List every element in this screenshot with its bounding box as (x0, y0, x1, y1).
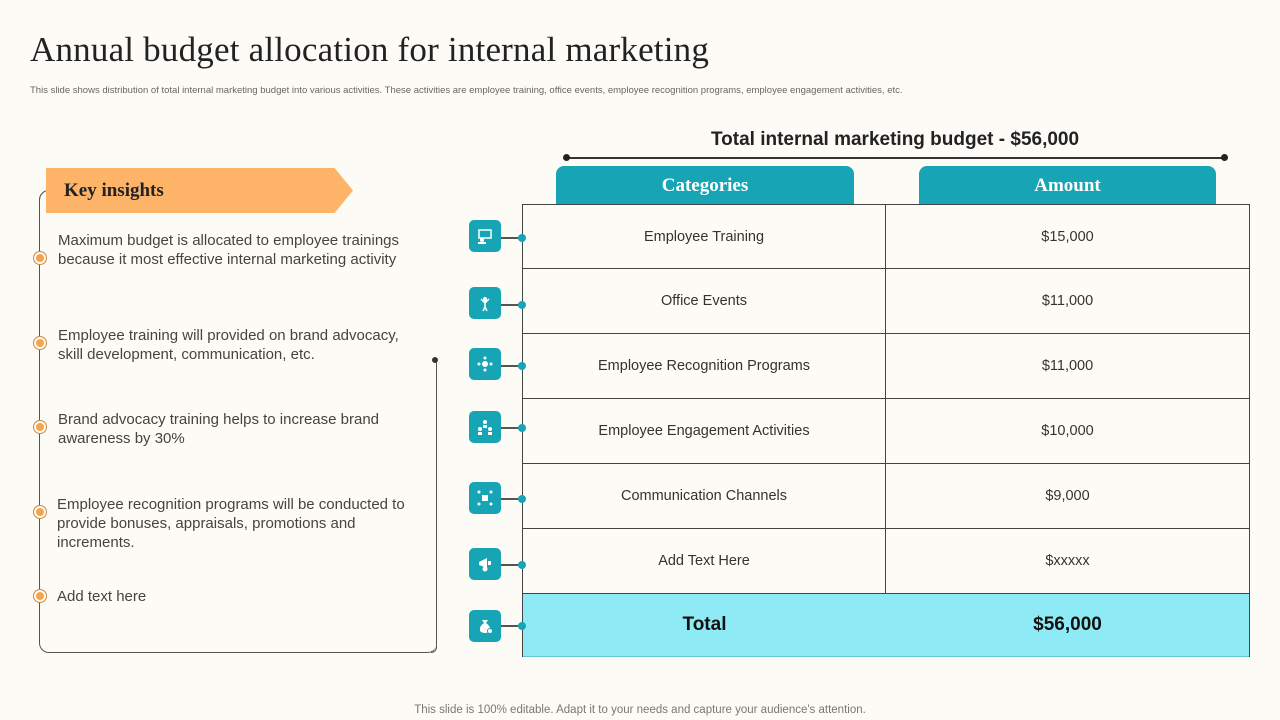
insight-bullet (34, 590, 46, 602)
insights-frame-right (431, 360, 437, 653)
amount-cell: $15,000 (1041, 228, 1094, 245)
category-cell: Employee Engagement Activities (523, 399, 886, 463)
table-row: Office Events $11,000 (523, 269, 1249, 334)
row-connector-dot (518, 362, 526, 370)
category-cell: Office Events (523, 269, 886, 333)
categories-header: Categories (556, 166, 854, 205)
money-bag-icon (469, 610, 501, 642)
table-row: Employee Recognition Programs $11,000 (523, 334, 1249, 399)
category-cell: Employee Recognition Programs (523, 334, 886, 398)
footer-note: This slide is 100% editable. Adapt it to… (414, 704, 866, 716)
row-connector-dot (518, 424, 526, 432)
recognition-icon (469, 348, 501, 380)
row-connector (501, 625, 521, 627)
insight-bullet (34, 421, 46, 433)
total-row: Total $56,000 (523, 594, 1249, 657)
insights-frame-dot (432, 357, 438, 363)
insight-item-2: Employee training will provided on brand… (58, 327, 399, 363)
table-row: Communication Channels $9,000 (523, 464, 1249, 529)
amount-cell: $9,000 (1045, 488, 1090, 504)
row-connector-dot (518, 622, 526, 630)
insight-bullet (34, 252, 46, 264)
total-amount: $56,000 (1033, 614, 1102, 635)
row-connector-dot (518, 301, 526, 309)
budget-line (566, 157, 1224, 159)
budget-table: Employee Training $15,000 Office Events … (522, 204, 1250, 657)
celebration-icon (469, 287, 501, 319)
insight-bullet (34, 506, 46, 518)
category-cell: Add Text Here (523, 529, 886, 593)
team-icon (469, 411, 501, 443)
insight-bullet (34, 337, 46, 349)
budget-title: Total internal marketing budget - $56,00… (710, 129, 1080, 150)
amount-cell: $10,000 (1041, 423, 1094, 439)
insight-item-4: Employee recognition programs will be co… (57, 496, 405, 551)
row-connector-dot (518, 234, 526, 242)
insight-item-3: Brand advocacy training helps to increas… (58, 411, 380, 447)
row-connector (501, 564, 521, 566)
total-label: Total (682, 614, 727, 635)
insight-item-5: Add text here (57, 588, 147, 605)
amount-header: Amount (919, 166, 1216, 205)
key-insights-heading: Key insights (64, 179, 164, 201)
table-row: Employee Engagement Activities $10,000 (523, 399, 1249, 464)
page-subtitle: This slide shows distribution of total i… (30, 85, 903, 96)
category-cell: Communication Channels (523, 464, 886, 528)
row-connector-dot (518, 495, 526, 503)
budget-line-dot-left (563, 154, 570, 161)
insight-item-1: Maximum budget is allocated to employee … (58, 232, 400, 268)
row-connector-dot (518, 561, 526, 569)
training-icon (469, 220, 501, 252)
table-row: Add Text Here $xxxxx (523, 529, 1249, 594)
category-cell: Employee Training (523, 205, 886, 268)
amount-cell: $11,000 (1041, 293, 1094, 309)
page-title: Annual budget allocation for internal ma… (30, 30, 710, 69)
amount-cell: $xxxxx (1045, 553, 1090, 569)
insights-frame-cap (39, 190, 49, 202)
row-connector (501, 237, 521, 239)
table-row: Employee Training $15,000 (523, 204, 1249, 269)
network-icon (469, 482, 501, 514)
row-connector (501, 304, 521, 306)
budget-line-dot-right (1221, 154, 1228, 161)
row-connector (501, 498, 521, 500)
row-connector (501, 365, 521, 367)
row-connector (501, 427, 521, 429)
megaphone-icon (469, 548, 501, 580)
amount-cell: $11,000 (1041, 358, 1094, 374)
key-insights-banner: Key insights (46, 168, 353, 213)
